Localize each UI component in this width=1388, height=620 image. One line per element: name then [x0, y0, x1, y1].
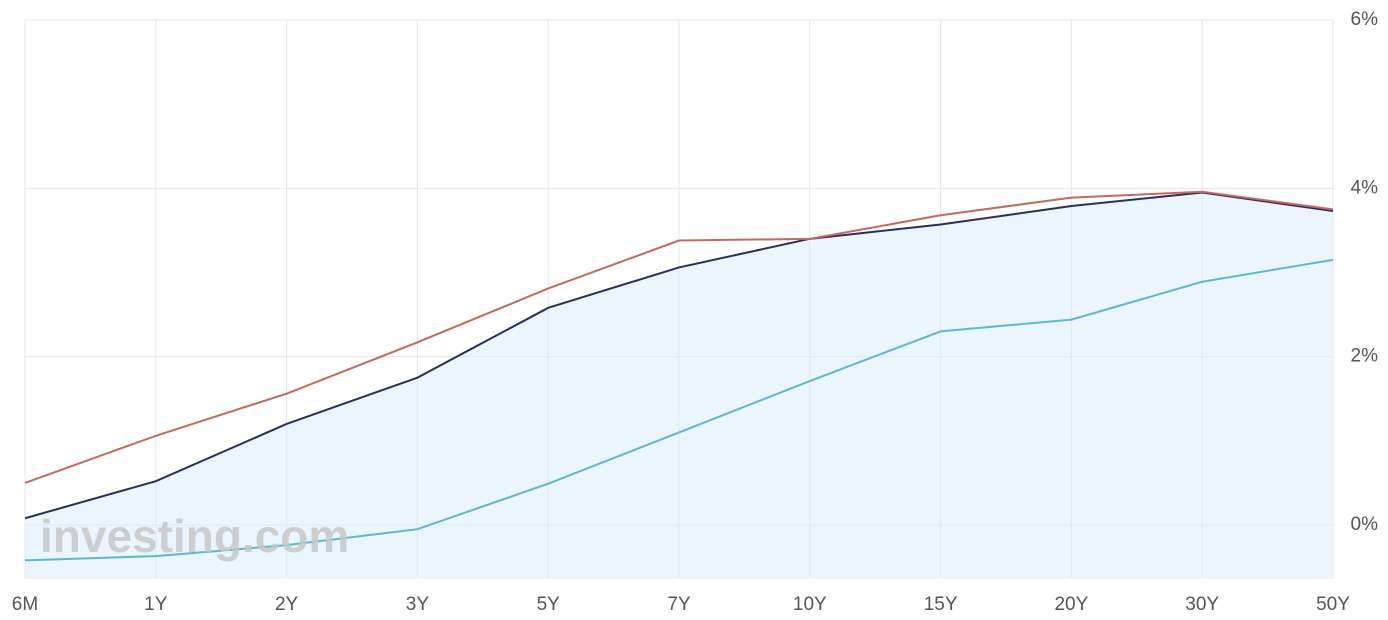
watermark: investing.com [40, 510, 349, 562]
line [24, 258, 1334, 562]
y-tick-label: 4% [1351, 177, 1379, 198]
y-tick-label: 2% [1351, 346, 1379, 367]
x-tick-label: 50Y [1316, 594, 1350, 615]
x-tick-label: 10Y [793, 594, 827, 615]
x-tick-label: 15Y [924, 594, 958, 615]
x-tick-label: 6M [12, 594, 38, 615]
x-tick-label: 3Y [406, 594, 430, 615]
x-tick-label: 7Y [667, 594, 691, 615]
y-tick-label: 6% [1351, 9, 1379, 30]
x-tick-label: 1Y [144, 594, 168, 615]
x-tick-label: 30Y [1185, 594, 1219, 615]
x-tick-label: 2Y [275, 594, 299, 615]
line [24, 190, 1334, 484]
x-tick-label: 20Y [1054, 594, 1088, 615]
x-tick-label: 5Y [537, 594, 561, 615]
line [24, 191, 1334, 520]
y-tick-label: 0% [1351, 514, 1379, 535]
